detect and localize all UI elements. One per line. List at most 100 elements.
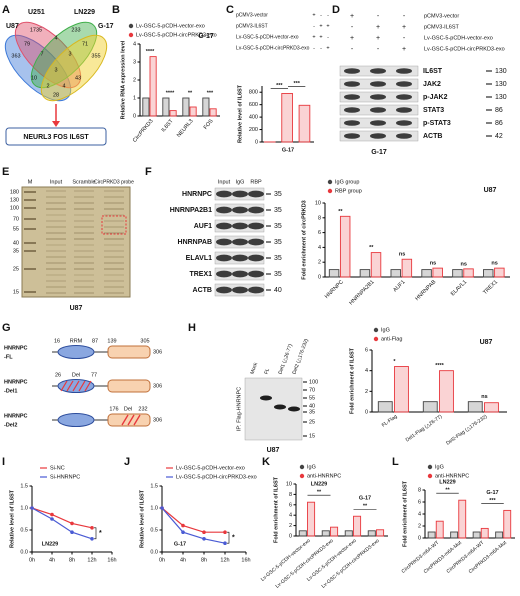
condition-label: Lv-GSC-5-pCDH-circPRKD3-exo: [236, 45, 310, 51]
point: [90, 537, 94, 541]
row-label: IL6ST: [423, 68, 443, 75]
bar: [169, 110, 177, 117]
x-tick-label: ELAVL1: [450, 279, 468, 297]
blot-band: [344, 120, 360, 126]
y-tick-label: 4: [318, 245, 321, 251]
legend-label: Si-HNRNPC: [50, 474, 80, 480]
blot-band: [216, 190, 232, 198]
x-tick-label: HNRNPC: [324, 279, 345, 300]
marker-label: 35: [309, 409, 315, 415]
legend-label: IgG group: [335, 179, 359, 185]
marker-label: 40: [13, 240, 19, 246]
x-tick-label: 12h: [87, 557, 96, 563]
blot-band: [396, 120, 412, 126]
y-axis-label: Relative RNA expression level: [120, 40, 126, 119]
bar: [359, 269, 371, 278]
marker-label: 25: [309, 419, 315, 425]
point: [30, 506, 34, 510]
marker-label: 70: [309, 387, 315, 393]
y-axis-label: Relative level of IL6ST: [9, 489, 15, 548]
blot-band: [216, 286, 232, 294]
marker-label: 180: [10, 189, 19, 195]
condition-sign: +: [326, 45, 329, 51]
bar: [307, 501, 316, 537]
marker-label: 35: [274, 191, 282, 198]
marker-label: 100: [10, 205, 19, 211]
y-tick-label: 0.0: [20, 549, 28, 555]
deletion-hatch: [133, 414, 141, 426]
y-tick-label: 4: [365, 368, 368, 374]
condition-sign: -: [377, 13, 380, 20]
lane-label: RBP: [250, 179, 262, 185]
condition-label: pCMV3-IL6ST: [424, 24, 459, 30]
condition-sign: +: [376, 35, 380, 42]
bar: [321, 530, 330, 537]
row-label: p-JAK2: [423, 94, 448, 101]
legend-swatch: [327, 179, 333, 185]
bar: [370, 252, 382, 278]
y-tick-label: 4: [289, 513, 292, 519]
marker-label: 42: [495, 133, 503, 140]
blot: [244, 377, 303, 441]
bar: [463, 268, 474, 278]
blot-band: [370, 68, 386, 74]
venn-count: 2: [46, 83, 49, 89]
bar: [432, 267, 443, 278]
deletion-hatch: [127, 414, 135, 426]
domain-label: 139: [107, 338, 116, 344]
blot-band: [248, 206, 264, 214]
blot-band: [274, 404, 286, 410]
panel-label: D: [332, 4, 340, 16]
y-tick-label: 1: [133, 95, 136, 101]
x-tick-label: 4h: [49, 557, 55, 563]
y-tick-label: 10: [286, 481, 292, 487]
x-tick-label: HNRNPAB: [414, 279, 437, 302]
c-domain: [107, 345, 151, 359]
marker-label: 35: [274, 207, 282, 214]
condition-sign: +: [402, 46, 406, 53]
blot-band: [396, 68, 412, 74]
blot-band: [232, 190, 248, 198]
highlight-box: [101, 215, 127, 235]
legend-swatch: [128, 32, 134, 38]
point: [223, 541, 227, 545]
point: [70, 521, 74, 526]
bar: [142, 97, 150, 117]
domain-label: 16: [54, 338, 60, 344]
group-label: G-17: [486, 490, 498, 496]
significance: **: [363, 504, 368, 510]
bar: [484, 402, 499, 413]
y-tick-label: 1.5: [20, 483, 28, 489]
deletion-hatch: [78, 380, 86, 392]
y-tick-label: 6: [365, 347, 368, 353]
condition-sign: +: [350, 13, 354, 20]
point: [223, 530, 227, 534]
blot-band: [344, 81, 360, 87]
bar: [330, 526, 339, 537]
line: [31, 507, 93, 529]
bar: [376, 529, 385, 537]
legend-label: Lv-GSC-5-pCDH-circPRKD3-exo: [176, 474, 257, 480]
venn-count: 4: [54, 35, 57, 41]
legend-swatch: [427, 473, 433, 479]
construct-name: -FL: [4, 354, 13, 360]
bar: [480, 527, 489, 539]
bar: [452, 269, 463, 278]
deletion-hatch: [60, 380, 68, 392]
significance: ***: [276, 83, 283, 89]
significance: *: [393, 359, 396, 365]
y-tick-label: 6: [318, 230, 321, 236]
x-tick-label: 0h: [159, 557, 165, 563]
bar: [458, 499, 467, 539]
panel-label: G: [2, 322, 11, 334]
legend-label: IgG: [307, 464, 316, 470]
y-tick-label: 0: [318, 274, 321, 280]
condition-label: Lv-GSC-5-pCDH-vector-exo: [424, 35, 493, 41]
bar: [483, 269, 494, 278]
x-tick-label: 0h: [29, 557, 35, 563]
venn: NEURL3 FOS IL6ST: [4, 21, 108, 146]
x-tick-label: Del2-Flag (△176-232): [445, 414, 489, 447]
y-tick-label: 2: [418, 523, 421, 529]
domain-label: RRM: [70, 338, 83, 344]
domain-label: Del: [124, 406, 132, 412]
